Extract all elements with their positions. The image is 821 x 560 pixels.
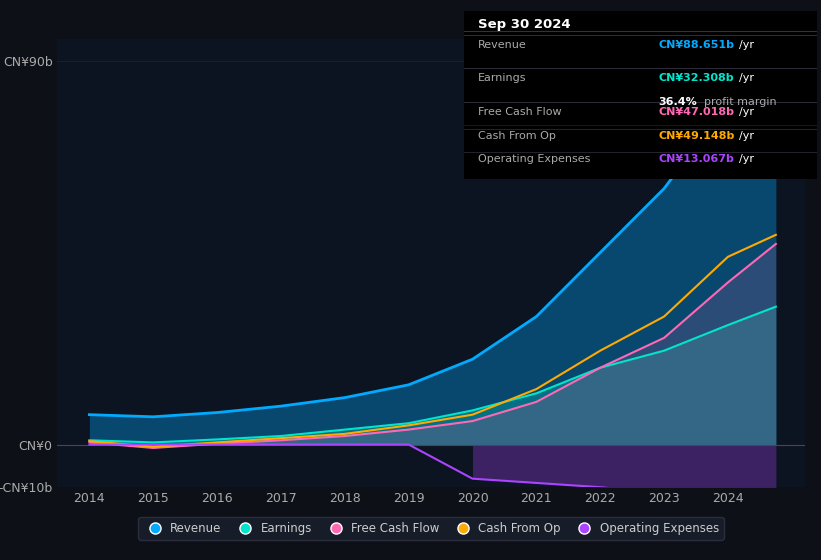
Text: Revenue: Revenue [478,40,527,50]
Text: /yr: /yr [739,130,754,141]
Text: /yr: /yr [739,40,754,50]
Text: CN¥49.148b: CN¥49.148b [658,130,735,141]
Text: CN¥88.651b: CN¥88.651b [658,40,734,50]
Text: Free Cash Flow: Free Cash Flow [478,107,562,117]
Text: /yr: /yr [739,154,754,164]
Text: /yr: /yr [739,73,754,83]
Text: CN¥47.018b: CN¥47.018b [658,107,734,117]
Text: /yr: /yr [739,107,754,117]
Legend: Revenue, Earnings, Free Cash Flow, Cash From Op, Operating Expenses: Revenue, Earnings, Free Cash Flow, Cash … [139,517,723,539]
Text: profit margin: profit margin [704,97,777,107]
Text: Earnings: Earnings [478,73,526,83]
Text: CN¥32.308b: CN¥32.308b [658,73,734,83]
Text: Operating Expenses: Operating Expenses [478,154,590,164]
Text: CN¥13.067b: CN¥13.067b [658,154,734,164]
Text: Cash From Op: Cash From Op [478,130,556,141]
Text: Sep 30 2024: Sep 30 2024 [478,18,571,31]
Text: 36.4%: 36.4% [658,97,697,107]
